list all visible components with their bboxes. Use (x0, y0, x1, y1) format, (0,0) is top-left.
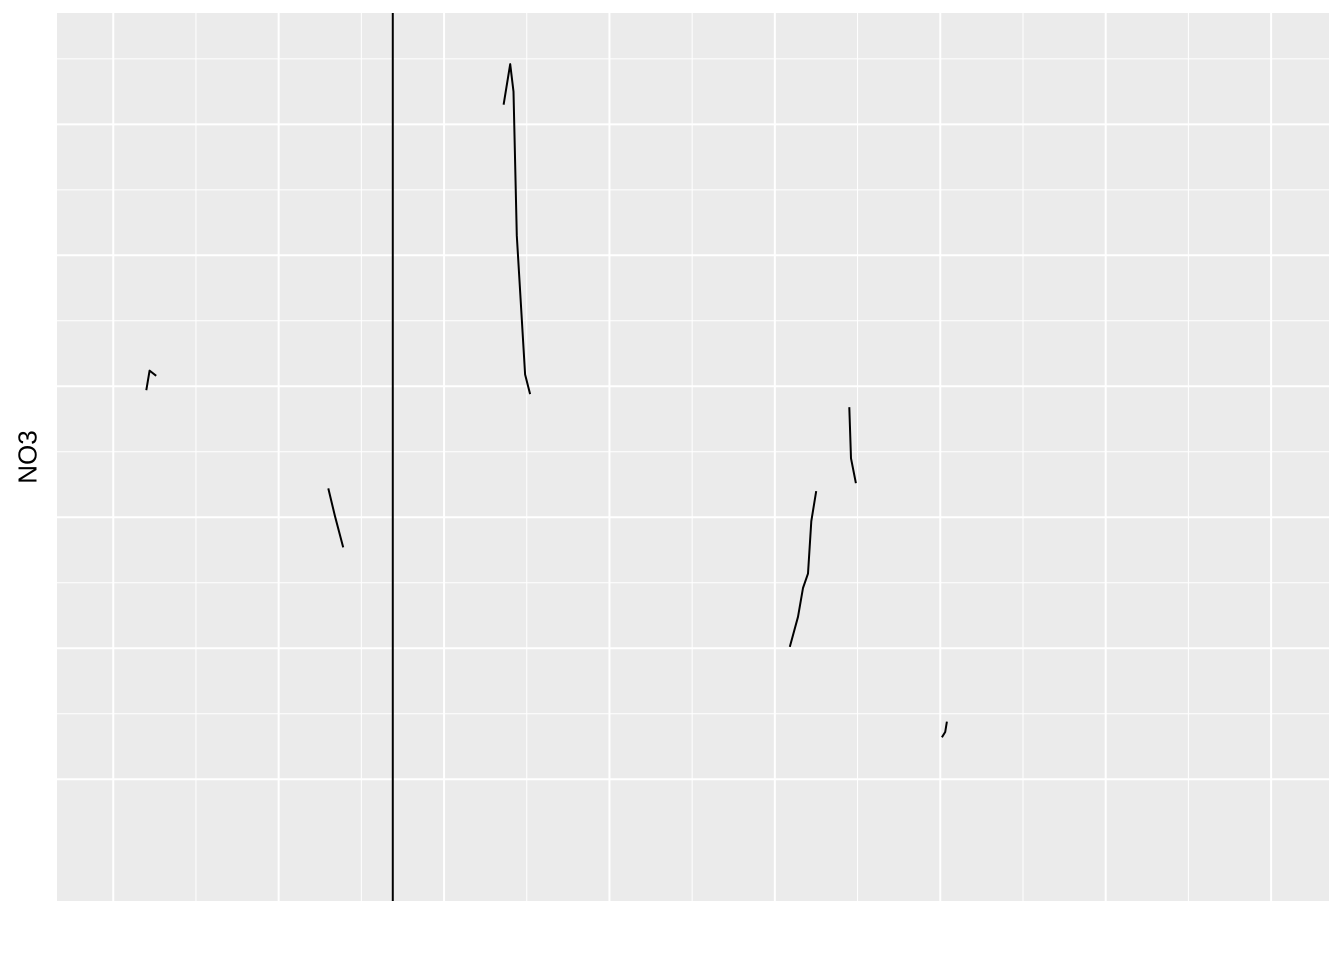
series-line (502, 63, 532, 395)
series-line (327, 488, 345, 548)
series-line (145, 369, 157, 391)
series-layer (145, 63, 948, 738)
plot-panel (57, 13, 1329, 901)
series-line (848, 407, 857, 484)
minor-gridlines (57, 13, 1329, 901)
series-line (941, 721, 948, 738)
series-line (788, 490, 818, 648)
y-axis-label: NO3 (12, 430, 43, 484)
major-gridlines (57, 13, 1329, 901)
